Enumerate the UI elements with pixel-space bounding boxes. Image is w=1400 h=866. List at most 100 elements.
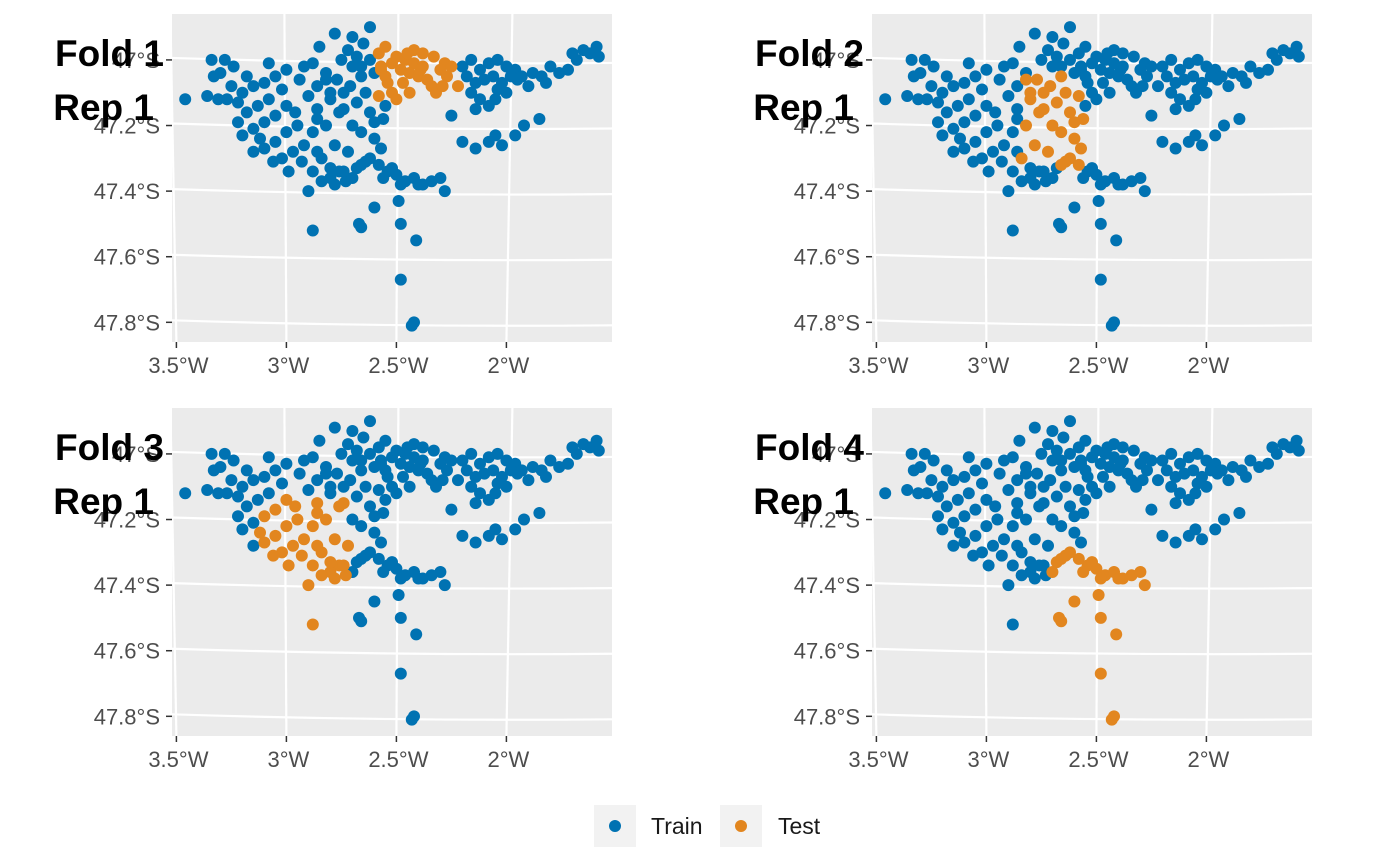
facet-title-fold: Fold 3 xyxy=(55,427,164,468)
train-point xyxy=(236,86,249,99)
train-point xyxy=(379,493,392,506)
train-point xyxy=(1244,454,1257,467)
test-point xyxy=(306,520,319,533)
train-point xyxy=(262,451,275,464)
train-point xyxy=(355,520,368,533)
train-point xyxy=(1042,438,1054,451)
train-point xyxy=(562,457,574,470)
train-point xyxy=(240,106,253,119)
y-tick-label: 47.4°S xyxy=(794,573,860,598)
train-point xyxy=(474,93,486,106)
train-point xyxy=(879,93,892,106)
train-point xyxy=(368,510,381,523)
train-point xyxy=(436,474,449,487)
train-point xyxy=(1191,447,1204,460)
train-point xyxy=(405,713,418,726)
train-point xyxy=(394,572,407,585)
train-point xyxy=(368,132,381,145)
y-tick-label: 47.4°S xyxy=(94,573,160,598)
train-point xyxy=(562,63,574,76)
train-point xyxy=(414,457,427,470)
train-point xyxy=(412,178,425,191)
train-point xyxy=(1169,103,1182,116)
train-point xyxy=(328,178,341,191)
train-point xyxy=(509,129,522,142)
train-point xyxy=(976,477,988,490)
train-point xyxy=(1075,454,1087,467)
train-point xyxy=(1156,454,1169,467)
train-point xyxy=(969,529,982,542)
train-point xyxy=(465,86,478,99)
train-point xyxy=(1015,175,1028,188)
train-point xyxy=(1127,50,1140,63)
train-point xyxy=(1114,63,1127,76)
train-point xyxy=(1055,221,1068,234)
train-point xyxy=(592,50,605,63)
test-point xyxy=(282,559,295,572)
train-point xyxy=(291,119,304,132)
test-point xyxy=(414,63,427,76)
train-point xyxy=(251,99,264,112)
train-point xyxy=(1292,444,1305,457)
train-point xyxy=(1011,497,1024,510)
train-point xyxy=(401,441,414,454)
facet-title-fold: Fold 2 xyxy=(755,33,864,74)
train-point xyxy=(998,454,1010,467)
train-point xyxy=(355,552,368,565)
test-point xyxy=(401,47,414,60)
legend: Train Test xyxy=(594,805,821,847)
train-point xyxy=(1035,447,1048,460)
train-point xyxy=(205,447,218,460)
train-point xyxy=(280,457,293,470)
train-point xyxy=(434,172,447,184)
train-point xyxy=(1055,520,1068,533)
train-point xyxy=(1200,86,1213,99)
train-point xyxy=(1233,112,1246,125)
train-point xyxy=(491,447,504,460)
train-point xyxy=(368,201,381,214)
train-point xyxy=(372,158,385,171)
test-point xyxy=(1055,70,1068,83)
train-point xyxy=(342,438,354,451)
train-point xyxy=(427,444,440,457)
train-point xyxy=(346,424,359,437)
train-point xyxy=(1116,47,1129,60)
y-tick-label: 47°S xyxy=(112,442,160,467)
train-point xyxy=(969,503,982,516)
train-point xyxy=(1006,618,1019,631)
train-point xyxy=(320,467,332,480)
train-point xyxy=(269,464,282,477)
train-point xyxy=(1097,76,1109,89)
parallel-line xyxy=(872,122,1312,131)
train-point xyxy=(324,162,337,175)
test-point xyxy=(1059,86,1072,99)
test-point xyxy=(1112,572,1125,585)
train-point xyxy=(293,467,306,480)
train-point xyxy=(969,135,982,148)
x-tick-label: 2°W xyxy=(487,747,529,772)
train-point xyxy=(947,80,960,93)
train-point xyxy=(1055,464,1068,477)
train-point xyxy=(544,454,557,467)
train-point xyxy=(1090,93,1103,106)
train-point xyxy=(1097,470,1109,483)
train-point xyxy=(1266,47,1279,60)
test-point xyxy=(1110,628,1123,641)
y-tick-label: 47.6°S xyxy=(794,639,860,664)
points xyxy=(179,415,605,726)
test-point xyxy=(1072,90,1085,102)
train-point xyxy=(1101,47,1114,60)
test-point xyxy=(1024,86,1037,99)
train-point xyxy=(298,454,310,467)
train-point xyxy=(993,467,1006,480)
test-point xyxy=(1020,119,1032,132)
facet-panel-1: 3.5°W 3°W 2.5°W 2°W 47°S 47.2°S 47.4°S 47.6°S 47… xyxy=(53,14,612,378)
train-point xyxy=(333,106,346,119)
x-tick-label: 3.5°W xyxy=(848,353,908,378)
train-point xyxy=(967,549,980,562)
x-tick-label: 2.5°W xyxy=(368,747,428,772)
train-point xyxy=(991,119,1004,132)
train-point xyxy=(1042,539,1054,552)
train-point xyxy=(221,93,233,106)
train-point xyxy=(1079,464,1092,477)
